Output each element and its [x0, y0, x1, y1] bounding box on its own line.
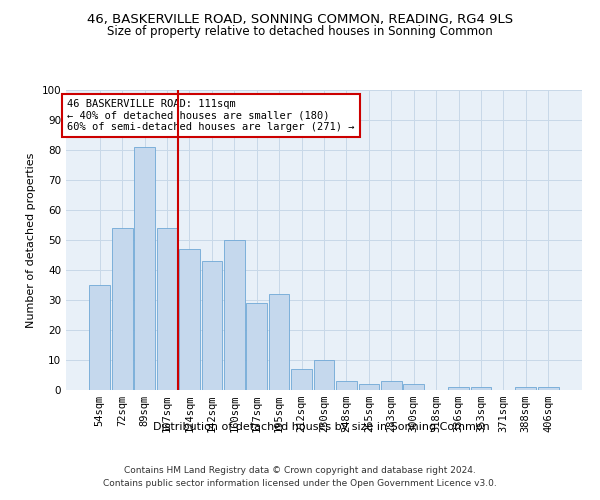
Bar	[448, 387, 469, 390]
Bar	[470, 387, 491, 390]
Bar	[538, 387, 559, 390]
Bar	[314, 360, 334, 390]
Bar	[403, 384, 424, 390]
Bar	[89, 285, 110, 390]
Bar	[359, 384, 379, 390]
Y-axis label: Number of detached properties: Number of detached properties	[26, 152, 36, 328]
Bar	[157, 228, 178, 390]
Text: 46, BASKERVILLE ROAD, SONNING COMMON, READING, RG4 9LS: 46, BASKERVILLE ROAD, SONNING COMMON, RE…	[87, 12, 513, 26]
Bar	[112, 228, 133, 390]
Bar	[247, 303, 267, 390]
Bar	[381, 381, 401, 390]
Bar	[336, 381, 357, 390]
Bar	[224, 240, 245, 390]
Text: Contains public sector information licensed under the Open Government Licence v3: Contains public sector information licen…	[103, 479, 497, 488]
Bar	[202, 261, 222, 390]
Bar	[179, 249, 200, 390]
Text: 46 BASKERVILLE ROAD: 111sqm
← 40% of detached houses are smaller (180)
60% of se: 46 BASKERVILLE ROAD: 111sqm ← 40% of det…	[67, 99, 355, 132]
Text: Size of property relative to detached houses in Sonning Common: Size of property relative to detached ho…	[107, 25, 493, 38]
Bar	[515, 387, 536, 390]
Bar	[134, 147, 155, 390]
Bar	[269, 294, 289, 390]
Text: Contains HM Land Registry data © Crown copyright and database right 2024.: Contains HM Land Registry data © Crown c…	[124, 466, 476, 475]
Text: Distribution of detached houses by size in Sonning Common: Distribution of detached houses by size …	[152, 422, 490, 432]
Bar	[291, 369, 312, 390]
